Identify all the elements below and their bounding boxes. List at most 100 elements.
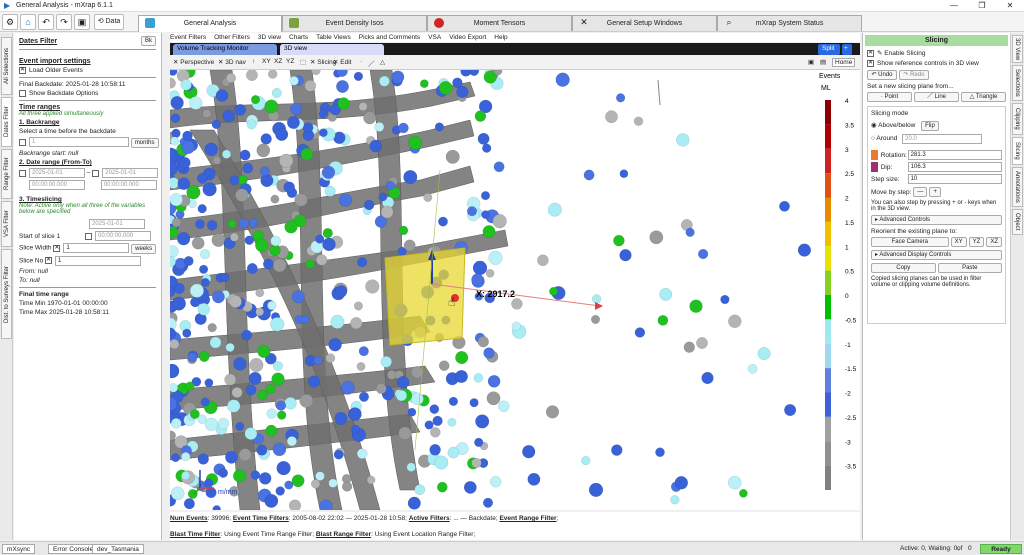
event-sphere[interactable] (419, 79, 429, 89)
minimize-button[interactable]: — (950, 1, 958, 10)
event-sphere[interactable] (307, 375, 320, 388)
event-sphere[interactable] (395, 389, 408, 402)
yz-button[interactable]: YZ (286, 58, 295, 65)
event-sphere[interactable] (429, 426, 441, 438)
event-sphere[interactable] (218, 468, 229, 478)
event-sphere[interactable] (555, 72, 570, 87)
event-sphere[interactable] (225, 342, 235, 352)
event-sphere[interactable] (366, 475, 376, 485)
step-minus-button[interactable]: — (913, 187, 928, 198)
event-sphere[interactable] (411, 366, 424, 379)
event-sphere[interactable] (244, 427, 258, 440)
event-sphere[interactable] (447, 446, 460, 459)
slice-width-input[interactable]: 1 (63, 243, 130, 254)
restore-button[interactable]: ❐ (978, 1, 986, 10)
menu-video-export[interactable]: Video Export (449, 34, 487, 41)
event-sphere[interactable] (460, 70, 472, 77)
event-sphere[interactable] (311, 70, 321, 76)
event-sphere[interactable] (204, 478, 214, 488)
enable-slicing-checkbox[interactable]: ✕ (867, 49, 874, 57)
event-sphere[interactable] (199, 264, 209, 274)
event-sphere[interactable] (246, 70, 258, 81)
event-sphere[interactable] (649, 230, 664, 245)
event-sphere[interactable] (170, 430, 176, 441)
event-sphere[interactable] (407, 496, 421, 510)
menu-3d-view[interactable]: 3D view (257, 34, 282, 41)
event-sphere[interactable] (408, 135, 423, 150)
event-sphere[interactable] (448, 396, 459, 407)
event-sphere[interactable] (369, 139, 382, 153)
event-sphere[interactable] (205, 487, 217, 499)
event-sphere[interactable] (330, 314, 345, 329)
event-sphere[interactable] (242, 162, 254, 174)
event-sphere[interactable] (197, 204, 207, 214)
event-sphere[interactable] (197, 414, 207, 424)
tab-general-analysis[interactable]: General Analysis (138, 15, 282, 32)
event-sphere[interactable] (549, 286, 558, 296)
tab-dist-to-surveys-filter[interactable]: Dist. to Surveys Filter (1, 249, 12, 339)
triangle-icon[interactable]: △ (380, 59, 385, 66)
event-sphere[interactable] (182, 328, 192, 338)
event-sphere[interactable] (170, 77, 176, 89)
slicing-toggle[interactable]: ✕ Slicing (310, 59, 337, 66)
event-sphere[interactable] (757, 347, 771, 361)
event-sphere[interactable] (511, 298, 523, 310)
event-sphere[interactable] (334, 411, 348, 425)
event-sphere[interactable] (204, 378, 214, 388)
event-sphere[interactable] (611, 444, 623, 456)
event-sphere[interactable] (291, 474, 305, 488)
event-sphere[interactable] (248, 371, 262, 385)
event-sphere[interactable] (170, 136, 180, 146)
event-sphere[interactable] (182, 130, 193, 142)
event-sphere[interactable] (272, 361, 283, 372)
home-icon[interactable]: ⌂ (20, 14, 36, 30)
event-sphere[interactable] (685, 227, 695, 237)
dip-input[interactable]: 106.3 (907, 162, 1003, 173)
event-sphere[interactable] (191, 376, 202, 387)
event-sphere[interactable] (264, 493, 279, 508)
event-sphere[interactable] (212, 290, 225, 304)
data-button[interactable]: ⟲ Data (94, 14, 124, 30)
event-sphere[interactable] (358, 391, 369, 402)
menu-picks-comments[interactable]: Picks and Comments (358, 34, 421, 41)
event-sphere[interactable] (256, 143, 271, 158)
event-sphere[interactable] (455, 351, 469, 365)
event-sphere[interactable] (351, 424, 361, 434)
show-ref-checkbox[interactable]: ✕ (867, 60, 874, 67)
event-sphere[interactable] (170, 245, 179, 258)
slice-date-input[interactable]: 2025-01-01 (89, 219, 145, 230)
tab-moment-tensors[interactable]: Moment Tensors (427, 15, 572, 31)
event-sphere[interactable] (202, 109, 212, 118)
event-sphere[interactable] (463, 480, 477, 494)
event-sphere[interactable] (676, 133, 690, 147)
around-radio[interactable]: ○ (871, 135, 877, 143)
event-sphere[interactable] (696, 337, 708, 349)
event-sphere[interactable] (619, 249, 632, 262)
tab-vsa-filter[interactable]: VSA Filter (1, 201, 12, 247)
redo-icon[interactable]: ↷ (56, 14, 72, 30)
event-sphere[interactable] (279, 153, 294, 168)
event-sphere[interactable] (432, 415, 443, 427)
event-sphere[interactable] (522, 445, 536, 459)
event-sphere[interactable] (170, 383, 178, 393)
event-sphere[interactable] (265, 384, 276, 395)
event-sphere[interactable] (170, 339, 180, 350)
event-sphere[interactable] (209, 336, 222, 349)
flip-button[interactable]: Flip (921, 121, 939, 132)
event-sphere[interactable] (201, 278, 210, 287)
event-sphere[interactable] (336, 70, 348, 77)
event-sphere[interactable] (315, 471, 325, 481)
event-sphere[interactable] (467, 206, 478, 217)
event-sphere[interactable] (183, 256, 194, 266)
weeks-select[interactable]: weeks (131, 243, 157, 254)
event-sphere[interactable] (488, 250, 503, 266)
event-sphere[interactable] (250, 470, 261, 480)
xz-button[interactable]: XZ (274, 58, 283, 65)
event-sphere[interactable] (197, 173, 208, 184)
event-sphere[interactable] (226, 72, 237, 84)
event-sphere[interactable] (478, 99, 493, 114)
event-sphere[interactable] (634, 327, 646, 338)
event-sphere[interactable] (353, 301, 363, 311)
event-sphere[interactable] (391, 70, 405, 84)
event-sphere[interactable] (328, 338, 342, 352)
